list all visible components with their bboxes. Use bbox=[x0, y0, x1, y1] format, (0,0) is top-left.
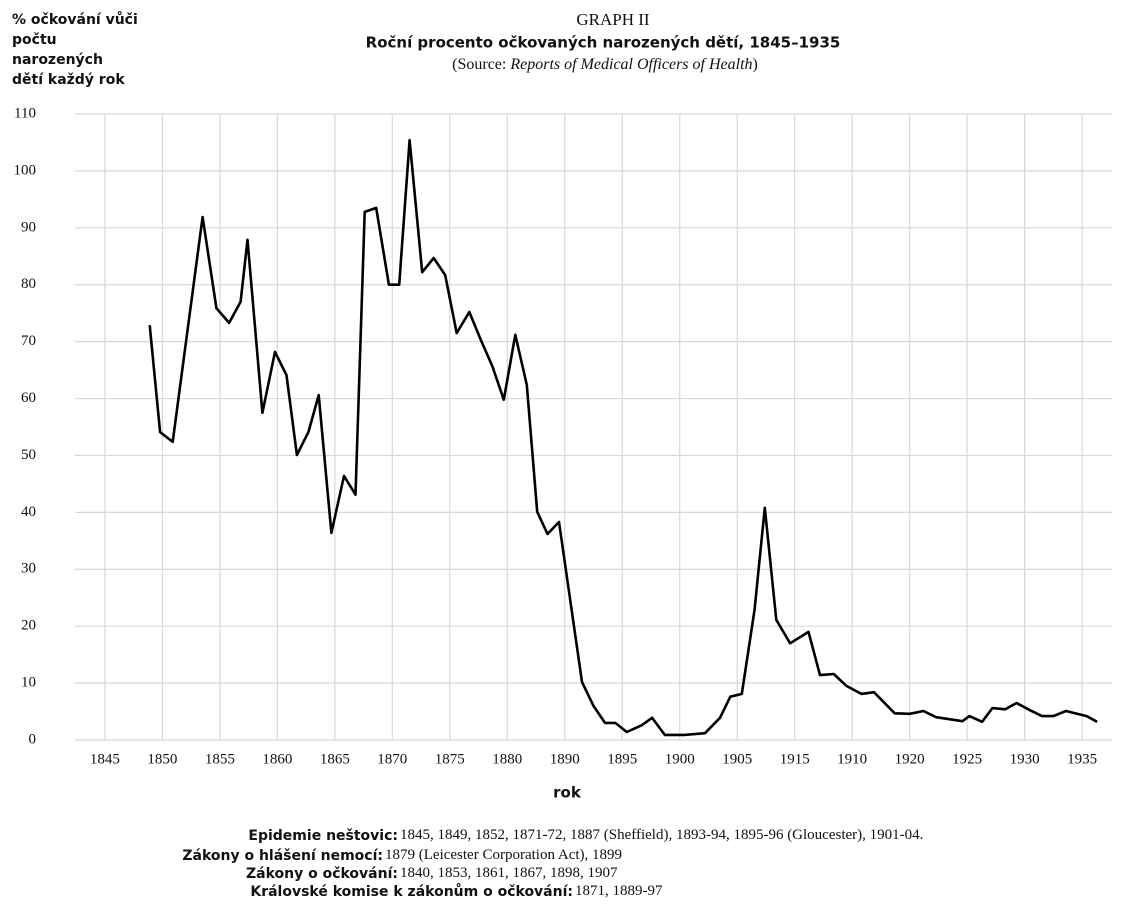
y-tick-label: 80 bbox=[21, 276, 36, 292]
source-title: Reports of Medical Officers of Health bbox=[509, 56, 752, 73]
x-tick-label: 1865 bbox=[320, 751, 350, 767]
x-tick-label: 1920 bbox=[895, 751, 925, 767]
y-axis-label: % očkování vůči bbox=[12, 11, 138, 28]
x-tick-label: 1930 bbox=[1010, 751, 1040, 767]
note-label: Královské komise k zákonům o očkování: bbox=[250, 883, 573, 900]
note-label: Zákony o očkování: bbox=[246, 866, 398, 882]
y-axis-label: narozených bbox=[12, 52, 103, 68]
note-label: Epidemie neštovic: bbox=[248, 828, 398, 844]
note-text: 1840, 1853, 1861, 1867, 1898, 1907 bbox=[400, 865, 618, 881]
x-tick-label: 1905 bbox=[722, 751, 752, 767]
y-tick-label: 100 bbox=[14, 162, 37, 178]
note-text: 1879 (Leicester Corporation Act), 1899 bbox=[385, 847, 622, 863]
note: Zákony o hlášení nemocí: 1879 (Leicester … bbox=[182, 847, 622, 864]
y-tick-label: 10 bbox=[21, 675, 36, 691]
x-tick-label: 1880 bbox=[492, 751, 522, 767]
x-tick-label: 1850 bbox=[147, 751, 177, 767]
x-tick-label: 1900 bbox=[665, 751, 695, 767]
x-tick-label: 1890 bbox=[550, 751, 580, 767]
x-tick-label: 1870 bbox=[377, 751, 407, 767]
chart-subtitle: Roční procento očkovaných narozených dět… bbox=[366, 34, 841, 52]
x-axis-label: rok bbox=[553, 784, 582, 802]
note-label: Zákony o hlášení nemocí: bbox=[182, 848, 383, 864]
y-axis-label: počtu bbox=[12, 32, 57, 48]
source-suffix: ) bbox=[753, 56, 758, 73]
x-tick-label: 1875 bbox=[435, 751, 465, 767]
x-tick-label: 1855 bbox=[205, 751, 235, 767]
note-text: 1871, 1889-97 bbox=[575, 883, 663, 899]
x-tick-label: 1845 bbox=[90, 751, 120, 767]
y-tick-label: 20 bbox=[21, 618, 36, 634]
x-tick-label: 1860 bbox=[262, 751, 292, 767]
y-tick-label: 0 bbox=[29, 731, 37, 747]
note: Zákony o očkování: 1840, 1853, 1861, 1867… bbox=[246, 865, 618, 882]
y-tick-label: 110 bbox=[14, 105, 36, 121]
chart-source: (Source: Reports of Medical Officers of … bbox=[452, 56, 758, 73]
x-tick-label: 1935 bbox=[1067, 751, 1097, 767]
x-tick-label: 1895 bbox=[607, 751, 637, 767]
note: Epidemie neštovic: 1845, 1849, 1852, 1871… bbox=[248, 827, 923, 844]
y-tick-label: 60 bbox=[21, 390, 36, 406]
chart-title: GRAPH II bbox=[576, 10, 650, 29]
y-tick-label: 70 bbox=[21, 333, 36, 349]
note-text: 1845, 1849, 1852, 1871-72, 1887 (Sheffie… bbox=[400, 827, 923, 843]
y-tick-label: 40 bbox=[21, 504, 36, 520]
x-tick-label: 1925 bbox=[952, 751, 982, 767]
x-tick-label: 1915 bbox=[780, 751, 810, 767]
y-tick-label: 50 bbox=[21, 447, 36, 463]
y-axis-label: dětí každý rok bbox=[12, 72, 125, 88]
data-line bbox=[148, 138, 1098, 737]
y-tick-label: 90 bbox=[21, 219, 36, 235]
y-tick-label: 30 bbox=[21, 561, 36, 577]
note: Královské komise k zákonům o očkování: 18… bbox=[250, 883, 663, 900]
source-prefix: (Source: bbox=[452, 56, 506, 73]
x-tick-label: 1910 bbox=[837, 751, 867, 767]
